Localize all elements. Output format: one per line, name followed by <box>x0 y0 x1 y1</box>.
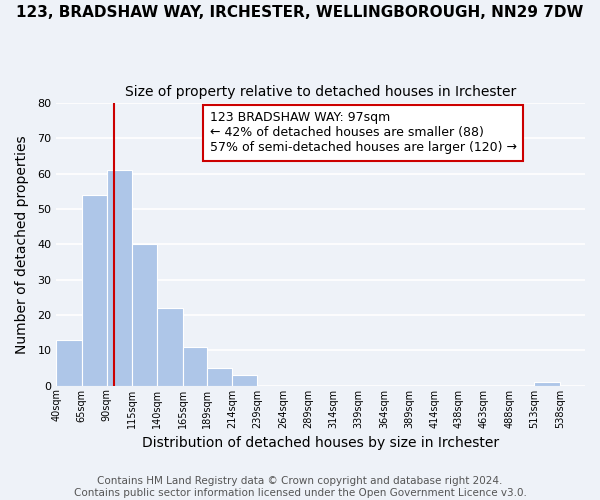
Text: 123 BRADSHAW WAY: 97sqm
← 42% of detached houses are smaller (88)
57% of semi-de: 123 BRADSHAW WAY: 97sqm ← 42% of detache… <box>209 112 517 154</box>
Bar <box>157 308 182 386</box>
Bar <box>535 382 560 386</box>
Title: Size of property relative to detached houses in Irchester: Size of property relative to detached ho… <box>125 85 516 99</box>
Text: Contains HM Land Registry data © Crown copyright and database right 2024.
Contai: Contains HM Land Registry data © Crown c… <box>74 476 526 498</box>
Bar <box>182 347 207 386</box>
Bar <box>107 170 132 386</box>
Bar <box>132 244 157 386</box>
Bar <box>56 340 82 386</box>
X-axis label: Distribution of detached houses by size in Irchester: Distribution of detached houses by size … <box>142 436 499 450</box>
Text: 123, BRADSHAW WAY, IRCHESTER, WELLINGBOROUGH, NN29 7DW: 123, BRADSHAW WAY, IRCHESTER, WELLINGBOR… <box>16 5 584 20</box>
Bar <box>232 375 257 386</box>
Bar <box>207 368 232 386</box>
Y-axis label: Number of detached properties: Number of detached properties <box>15 135 29 354</box>
Bar <box>82 195 107 386</box>
